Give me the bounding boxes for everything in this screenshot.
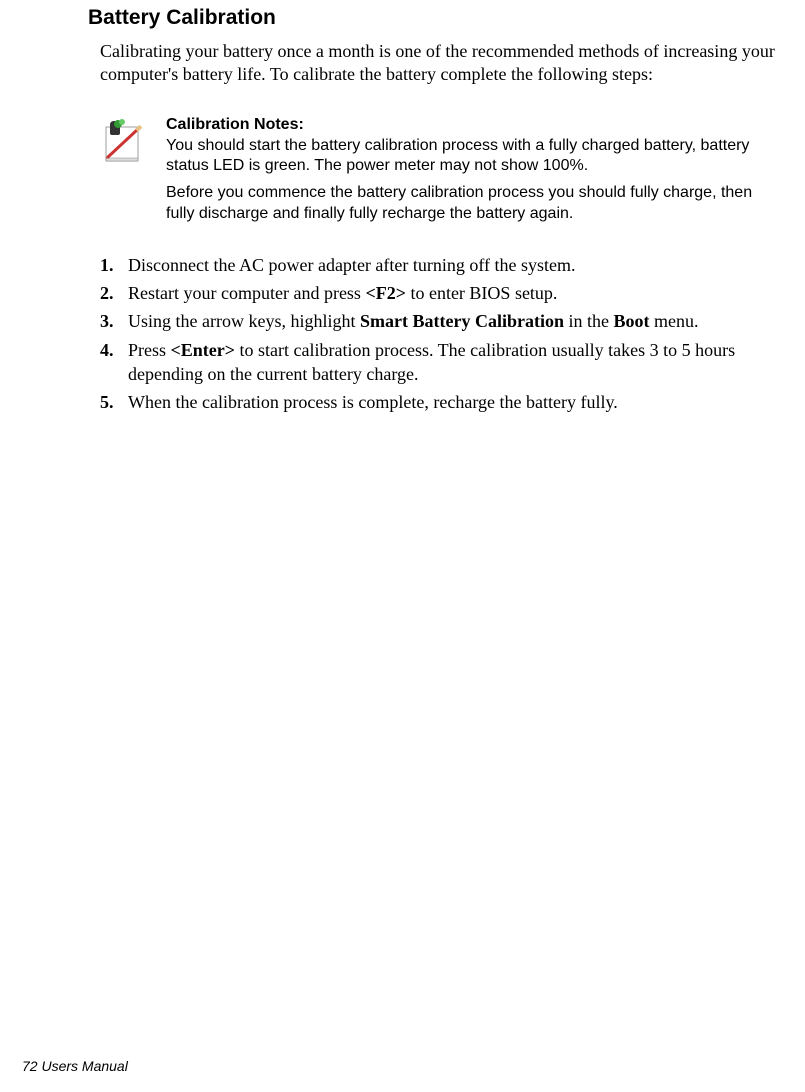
page-footer: 72 Users Manual [22,1058,128,1074]
note-text: Calibration Notes: You should start the … [156,115,780,225]
steps-list: 1. Disconnect the AC power adapter after… [100,253,780,415]
step-text: Using the arrow keys, highlight Smart Ba… [128,309,780,333]
note-title: Calibration Notes: [166,116,304,133]
calibration-note: Calibration Notes: You should start the … [100,115,780,225]
step-text: Press <Enter> to start calibration proce… [128,338,780,387]
step-text: Disconnect the AC power adapter after tu… [128,253,780,277]
step-item: 3. Using the arrow keys, highlight Smart… [100,309,780,333]
step-number: 1. [100,253,128,277]
step-item: 4. Press <Enter> to start calibration pr… [100,338,780,387]
step-item: 5. When the calibration process is compl… [100,390,780,414]
step-number: 4. [100,338,128,387]
step-number: 2. [100,281,128,305]
step-number: 5. [100,390,128,414]
intro-paragraph: Calibrating your battery once a month is… [100,40,780,87]
page-number: 72 [22,1058,38,1074]
footer-label: Users Manual [38,1058,128,1074]
step-item: 1. Disconnect the AC power adapter after… [100,253,780,277]
note-paragraph-2: Before you commence the battery calibrat… [166,183,780,225]
step-item: 2. Restart your computer and press <F2> … [100,281,780,305]
section-heading: Battery Calibration [88,6,780,30]
step-number: 3. [100,309,128,333]
step-text: Restart your computer and press <F2> to … [128,281,780,305]
note-icon [100,115,156,170]
note-paragraph-1: You should start the battery calibration… [166,137,749,175]
step-text: When the calibration process is complete… [128,390,780,414]
